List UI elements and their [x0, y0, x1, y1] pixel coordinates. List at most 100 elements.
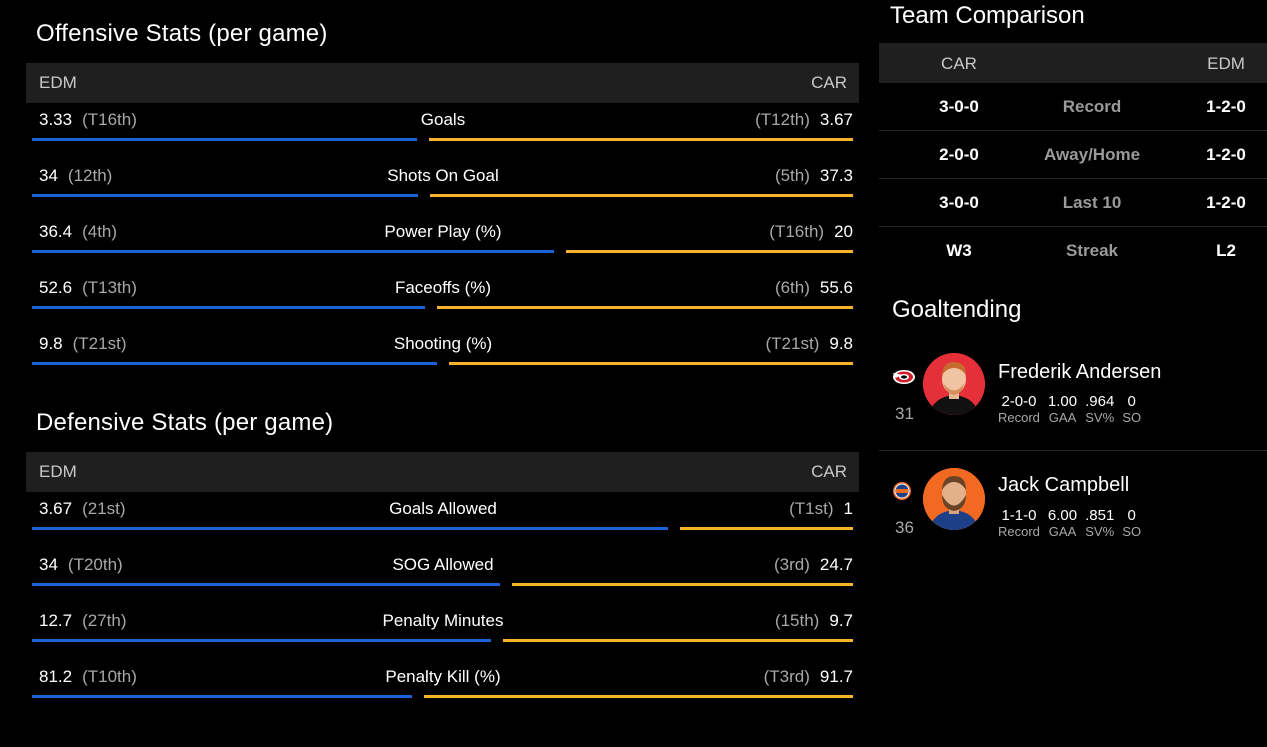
- stat-value: .851: [1085, 507, 1115, 524]
- right-team-value: 1-2-0: [1206, 145, 1246, 164]
- left-team-bar: [32, 583, 500, 586]
- right-team-value: (T12th) 3.67: [755, 110, 853, 130]
- left-team-value: 3-0-0: [939, 97, 979, 116]
- right-team-value: (T3rd) 91.7: [764, 667, 853, 687]
- team-comparison-header: CAR EDM: [879, 43, 1267, 83]
- left-team-bar: [32, 194, 418, 197]
- stat-value: 81.2: [39, 667, 73, 686]
- goalie-stat-record: 1-1-0 Record: [998, 508, 1040, 540]
- right-team-value: L2: [1216, 241, 1236, 260]
- left-team-value: 3.67 (21st): [39, 499, 126, 519]
- goalie-stats: 2-0-0 Record 1.00 GAA .964 SV% 0 SO: [998, 394, 1141, 426]
- goalie-stat-sv: .851 SV%: [1085, 508, 1114, 540]
- left-team-bar: [32, 639, 491, 642]
- stat-row: 3.33 (T16th) Goals (T12th) 3.67: [26, 103, 859, 159]
- stat-row: 34 (12th) Shots On Goal (5th) 37.3: [26, 159, 859, 215]
- stat-key: SV%: [1085, 524, 1115, 539]
- right-team-bar: [437, 306, 853, 309]
- stat-label: Penalty Kill (%): [385, 667, 501, 686]
- stat-value: 20: [834, 222, 853, 241]
- goalie-stat-sv: .964 SV%: [1085, 394, 1114, 426]
- stat-key: SO: [1122, 410, 1142, 425]
- stat-rank: (12th): [67, 166, 113, 185]
- right-team-value: (15th) 9.7: [775, 611, 853, 631]
- right-team-bar: [503, 639, 853, 642]
- stat-rank: (15th): [774, 611, 820, 630]
- header-right-team: CAR: [811, 462, 847, 481]
- left-team-bar: [32, 527, 668, 530]
- stat-label: Shots On Goal: [387, 166, 499, 185]
- offensive-stats-header: EDM CAR: [26, 63, 859, 103]
- left-team-value: 34 (T20th): [39, 555, 123, 575]
- left-team-value: W3: [946, 241, 972, 260]
- stat-value: 34: [39, 555, 58, 574]
- stat-rank: (27th): [82, 611, 127, 630]
- stat-rank: (5th): [774, 166, 810, 185]
- right-team-value: (T1st) 1: [789, 499, 853, 519]
- right-team-bar: [429, 138, 853, 141]
- stat-value: 0: [1127, 507, 1136, 524]
- header-right-team: CAR: [811, 73, 847, 92]
- left-team-bar: [32, 138, 417, 141]
- comparison-label: Streak: [1066, 241, 1118, 260]
- stat-value: 1.00: [1047, 393, 1078, 410]
- stat-rank: (T1st): [789, 499, 834, 518]
- right-team-bar: [449, 362, 853, 365]
- stat-label: Goals Allowed: [389, 499, 497, 518]
- right-team-bar: [512, 583, 853, 586]
- stat-value: 9.8: [829, 334, 853, 353]
- left-team-bar: [32, 695, 412, 698]
- stat-label: Power Play (%): [384, 222, 502, 241]
- right-team-value: (6th) 55.6: [775, 278, 853, 298]
- right-team-bar: [424, 695, 853, 698]
- left-team-value: 2-0-0: [939, 145, 979, 164]
- stat-rank: (3rd): [774, 555, 810, 574]
- stat-label: Goals: [420, 110, 466, 129]
- goalie-name: Frederik Andersen: [998, 361, 1162, 383]
- stat-row: 3.67 (21st) Goals Allowed (T1st) 1: [26, 492, 859, 548]
- stat-key: Record: [998, 524, 1040, 539]
- stat-key: SV%: [1085, 410, 1115, 425]
- left-team-bar: [32, 250, 554, 253]
- right-team-bar: [680, 527, 853, 530]
- stat-row: 34 (T20th) SOG Allowed (3rd) 24.7: [26, 548, 859, 604]
- stat-value: 52.6: [39, 278, 73, 297]
- left-team-value: 36.4 (4th): [39, 222, 117, 242]
- tc-left-team: CAR: [941, 54, 977, 73]
- comparison-label: Last 10: [1062, 193, 1122, 212]
- goalie-name: Jack Campbell: [998, 474, 1130, 496]
- stat-value: 6.00: [1047, 507, 1078, 524]
- stat-value: 3.33: [39, 110, 73, 129]
- right-team-value: (T21st) 9.8: [766, 334, 853, 354]
- stat-value: 1: [843, 499, 853, 518]
- goalie-avatar: [923, 353, 985, 415]
- stat-value: 3.67: [819, 110, 853, 129]
- defensive-stats-table: EDM CAR 3.67 (21st) Goals Allowed (T1st) 1 34…: [26, 452, 859, 716]
- header-left-team: EDM: [39, 462, 77, 481]
- stat-value: .964: [1085, 393, 1115, 410]
- stat-rank: (T13th): [82, 278, 137, 297]
- goaltending-title: Goaltending: [892, 296, 1022, 323]
- stat-row: 36.4 (4th) Power Play (%) (T16th) 20: [26, 215, 859, 271]
- stat-value: 3.67: [39, 499, 73, 518]
- stat-rank: (4th): [82, 222, 118, 241]
- goalie-card[interactable]: 36 Jack Campbell 1-1-0 Record 6.00 GAA .…: [879, 454, 1267, 567]
- stat-rank: (T20th): [67, 555, 123, 574]
- left-team-value: 9.8 (T21st): [39, 334, 126, 354]
- stat-value: 0: [1127, 393, 1136, 410]
- right-team-value: (T16th) 20: [769, 222, 853, 242]
- stat-rank: (T10th): [82, 667, 137, 686]
- left-team-value: 12.7 (27th): [39, 611, 127, 631]
- defensive-stats-header: EDM CAR: [26, 452, 859, 492]
- stat-value: 34: [39, 166, 58, 185]
- stat-label: SOG Allowed: [392, 555, 494, 574]
- stat-rank: (T21st): [72, 334, 127, 353]
- stat-value: 12.7: [39, 611, 73, 630]
- goalie-card[interactable]: 31 Frederik Andersen 2-0-0 Record 1.00 G…: [879, 340, 1267, 453]
- right-team-value: (5th) 37.3: [775, 166, 853, 186]
- stat-rank: (6th): [774, 278, 810, 297]
- team-comparison-table: CAR EDM 3-0-0 Record 1-2-0 2-0-0 Away/Home 1-…: [879, 43, 1267, 274]
- stat-key: Record: [998, 410, 1040, 425]
- comparison-row: 3-0-0 Last 10 1-2-0: [879, 179, 1267, 227]
- goalie-stat-so: 0 SO: [1122, 394, 1141, 426]
